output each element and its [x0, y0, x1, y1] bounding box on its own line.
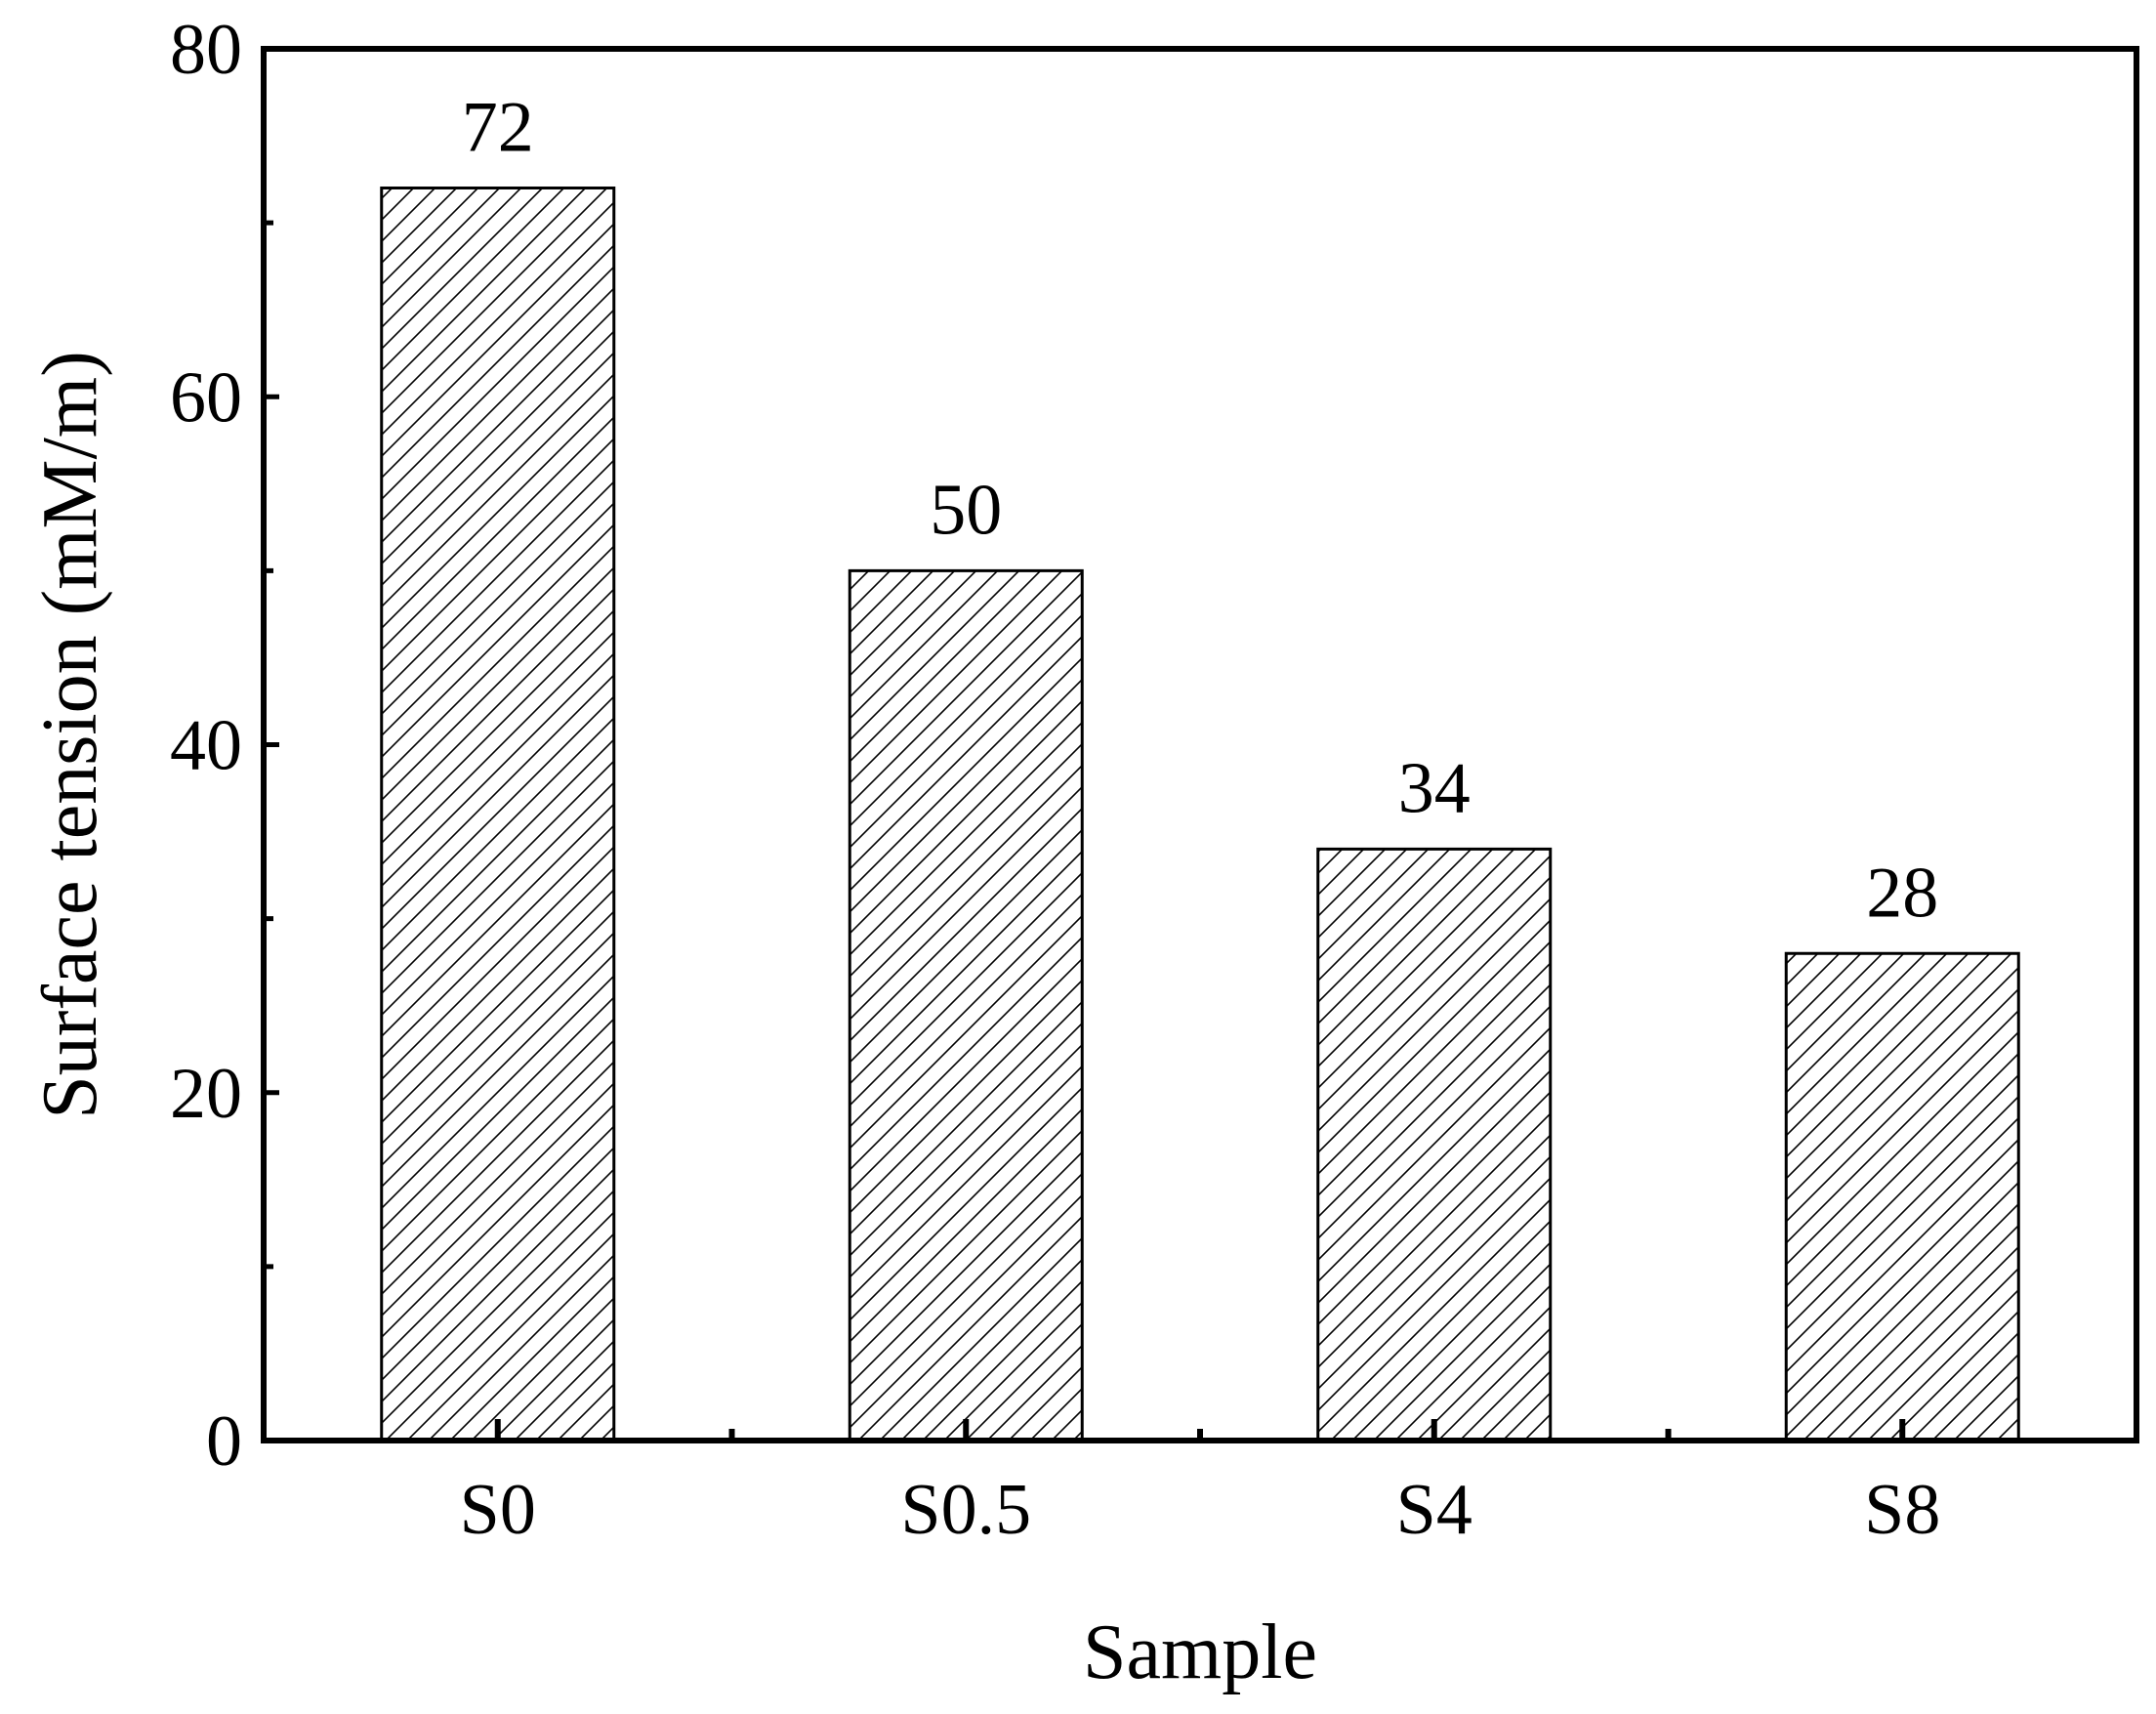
y-tick-label: 0 — [206, 1401, 242, 1482]
x-tick-label-S8: S8 — [1864, 1470, 1940, 1550]
data-label-S0: 72 — [462, 88, 534, 168]
y-tick-labels-group: 0 20 40 60 80 — [170, 10, 242, 1482]
data-label-S4: 34 — [1398, 748, 1471, 828]
bar-S0 — [380, 187, 616, 1442]
bar-S4 — [1316, 847, 1553, 1442]
x-tick-labels-group: S0 S0.5 S4 S8 — [460, 1470, 1941, 1550]
bars-group — [380, 187, 2020, 1442]
data-labels-group: 72 50 34 28 — [462, 88, 1939, 934]
bar-S8 — [1784, 951, 2020, 1442]
x-tick-label-S0.5: S0.5 — [900, 1470, 1031, 1550]
y-tick-label: 80 — [170, 10, 242, 90]
ticks-group — [264, 46, 1906, 1443]
y-tick-label: 60 — [170, 357, 242, 438]
data-label-S0.5: 50 — [930, 470, 1002, 550]
bar-S0.5 — [848, 568, 1084, 1442]
y-axis-title: Surface tension (mM/m) — [27, 351, 113, 1118]
x-tick-label-S0: S0 — [460, 1470, 536, 1550]
x-tick-label-S4: S4 — [1396, 1470, 1472, 1550]
x-axis-title: Sample — [1083, 1609, 1317, 1695]
y-tick-label: 40 — [170, 706, 242, 786]
y-tick-label: 20 — [170, 1054, 242, 1134]
data-label-S8: 28 — [1866, 853, 1938, 933]
